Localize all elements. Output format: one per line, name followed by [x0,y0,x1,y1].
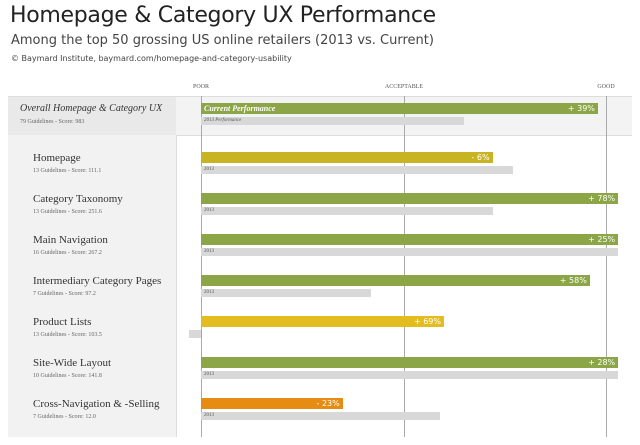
gridline-good [606,96,607,437]
previous-bar: 2013 [201,248,619,256]
row-sub: 16 Guidelines - Score: 267.2 [33,250,102,256]
previous-bar: 2013 [201,371,619,379]
change-label: + 28% [588,358,616,367]
gridline-acceptable [404,96,405,437]
change-label: + 39% [567,104,595,113]
row-sub: 13 Guidelines - Score: 251.6 [33,209,102,215]
current-bar: - 6% [201,152,493,163]
row-label: Product Lists [33,316,92,328]
previous-bar-label: 2013 [204,249,214,254]
row-label: Main Navigation [33,234,108,246]
row-label: Homepage [33,152,81,164]
change-label: - 6% [471,153,490,162]
previous-bar [188,330,201,338]
current-bar: + 58% [201,275,590,286]
row-sub: 13 Guidelines - Score: 103.5 [33,332,102,338]
row-sub: 7 Guidelines - Score: 12.0 [33,414,96,420]
previous-bar-label: 2013 [204,208,214,213]
current-bar: + 25% [201,234,619,245]
legend-current: Current Performance [204,104,276,113]
row-label: Site-Wide Layout [33,357,112,369]
current-bar: + 28% [201,357,619,368]
change-label: + 69% [413,317,441,326]
previous-bar-label: 2013 Performance [204,118,242,123]
row-label: Cross-Navigation & -Selling [33,398,160,410]
overall-sub: 79 Guidelines - Score: 983 [20,119,85,125]
previous-bar-label: 2013 [204,167,214,172]
previous-bar: 2013 [201,412,440,420]
row-label: Category Taxonomy [33,193,123,205]
current-bar: + 69% [201,316,444,327]
current-bar: + 78% [201,193,619,204]
previous-bar-label: 2013 [204,413,214,418]
previous-bar-label: 2013 [204,290,214,295]
row-sub: 10 Guidelines - Score: 141.8 [33,373,102,379]
previous-bar: 2013 [201,207,493,215]
gridline-poor [201,96,202,437]
row-label: Intermediary Category Pages [33,275,162,287]
axis-tick-poor: POOR [192,84,210,90]
overall-label: Overall Homepage & Category UX [20,103,163,114]
category-label-panel [8,135,177,437]
previous-bar-label: 2013 [204,372,214,377]
source-credit: © Baymard Institute, baymard.com/homepag… [11,54,292,63]
change-label: + 58% [559,276,587,285]
current-bar: Current Performance + 39% [201,103,598,114]
previous-bar: 2013 Performance [201,117,465,125]
axis-tick-good: GOOD [597,84,615,90]
previous-bar: 2013 [201,289,372,297]
axis-tick-acceptable: ACCEPTABLE [384,84,424,90]
previous-bar: 2013 [201,166,513,174]
overall-label-panel: Overall Homepage & Category UX 79 Guidel… [8,96,176,136]
current-bar: - 23% [201,398,343,409]
change-label: - 23% [316,399,340,408]
chart-title: Homepage & Category UX Performance [10,3,436,28]
change-label: + 25% [588,235,616,244]
row-sub: 13 Guidelines - Score: 111.1 [33,168,102,174]
row-sub: 7 Guidelines - Score: 97.2 [33,291,96,297]
chart-subtitle: Among the top 50 grossing US online reta… [11,33,434,48]
change-label: + 78% [588,194,616,203]
